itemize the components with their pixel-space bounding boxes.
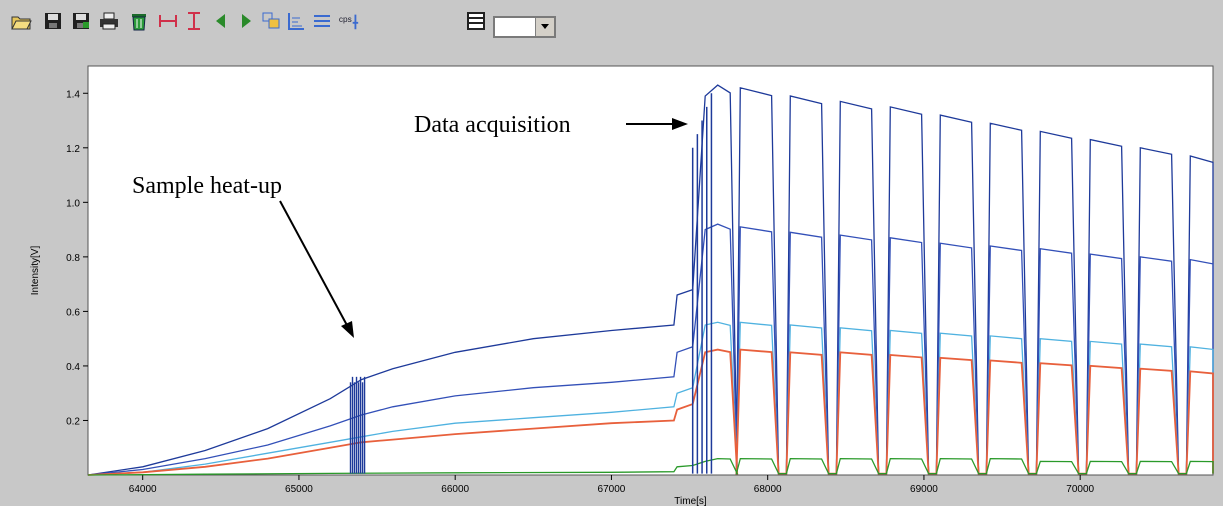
x-tick-label: 65000 xyxy=(285,484,313,495)
y-tick-label: 0.6 xyxy=(66,307,80,318)
y-tick-label: 1.2 xyxy=(66,144,80,155)
y-tick-label: 0.4 xyxy=(66,362,80,373)
toolbar: cps xyxy=(0,0,1223,44)
x-tick-label: 68000 xyxy=(754,484,782,495)
chevron-down-icon[interactable] xyxy=(535,18,554,36)
chart: 0.2 0.4 0.6 0.8 1.0 1.2 1.4 64000 65000 66000 6700… xyxy=(30,65,1214,506)
horizontal-range-icon[interactable] xyxy=(157,10,179,32)
y-tick-label: 0.2 xyxy=(66,416,80,427)
layers-icon[interactable] xyxy=(260,10,282,32)
annotation-arrowhead xyxy=(341,321,354,338)
open-folder-icon[interactable] xyxy=(10,10,32,32)
annotation-arrowhead xyxy=(672,118,688,130)
cps-icon[interactable]: cps xyxy=(338,10,362,32)
y-tick-label: 0.8 xyxy=(66,253,80,264)
table-icon[interactable] xyxy=(465,10,487,32)
y-tick-label: 1.4 xyxy=(66,89,80,100)
y-axis-title: Intensity[V] xyxy=(30,246,41,296)
annotation-data-acquisition: Data acquisition xyxy=(414,112,571,138)
cps-label: cps xyxy=(339,15,352,24)
x-tick-label: 70000 xyxy=(1066,484,1094,495)
x-tick-label: 66000 xyxy=(441,484,469,495)
plot-area xyxy=(87,65,1214,476)
y-tick-label: 1.0 xyxy=(66,198,80,209)
axis-icon[interactable] xyxy=(285,10,307,32)
x-tick-label: 64000 xyxy=(129,484,157,495)
vertical-range-icon[interactable] xyxy=(183,10,205,32)
print-icon[interactable] xyxy=(98,10,120,32)
delete-icon[interactable] xyxy=(128,10,150,32)
arrow-right-icon[interactable] xyxy=(235,10,257,32)
annotation-arrow-line xyxy=(279,200,350,330)
arrow-left-icon[interactable] xyxy=(210,10,232,32)
annotation-sample-heatup: Sample heat-up xyxy=(132,173,282,199)
x-tick-label: 67000 xyxy=(598,484,626,495)
save-as-icon[interactable] xyxy=(70,10,92,32)
chart-frame: 0.2 0.4 0.6 0.8 1.0 1.2 1.4 64000 65000 66000 6700… xyxy=(8,44,1223,506)
x-tick-label: 69000 xyxy=(910,484,938,495)
x-axis-title: Time[s] xyxy=(674,496,707,506)
save-icon[interactable] xyxy=(42,10,64,32)
lines-icon[interactable] xyxy=(311,10,333,32)
display-select[interactable] xyxy=(493,16,556,38)
